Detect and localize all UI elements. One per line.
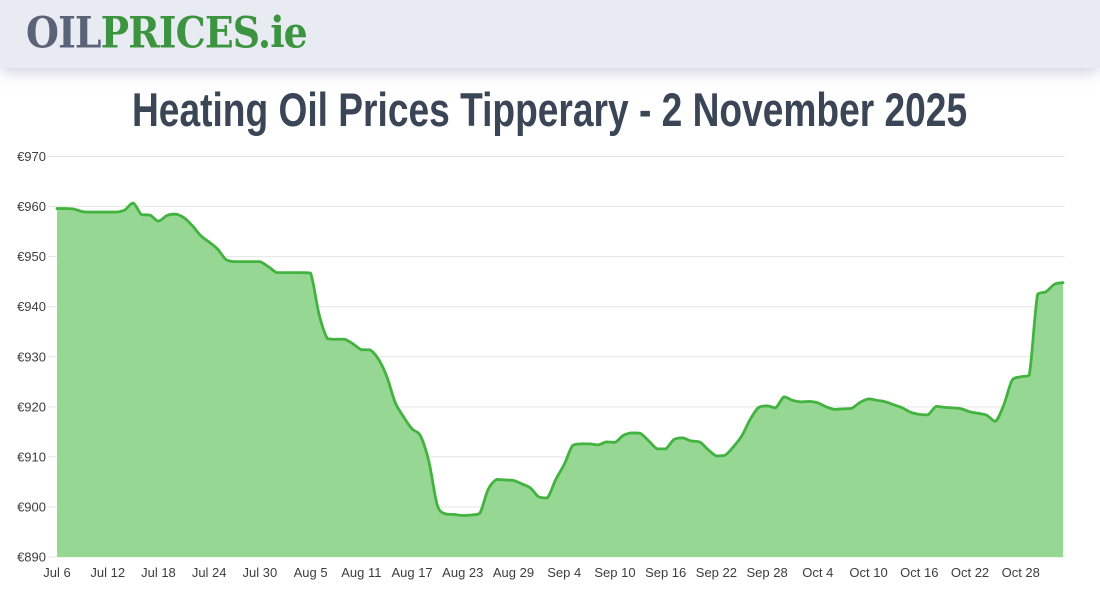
x-axis-label: Sep 22 [696,565,737,580]
logo-text-prices: PRICES [100,8,259,59]
site-header: OILPRICES.ie [0,0,1100,68]
y-axis-label: €910 [17,449,46,464]
title-bar: Heating Oil Prices Tipperary - 2 Novembe… [0,86,1100,133]
x-axis-label: Oct 10 [849,565,887,580]
x-axis-label: Aug 29 [493,565,534,580]
x-axis-label: Jul 30 [243,565,278,580]
x-axis-label: Oct 4 [802,565,833,580]
y-axis-label: €930 [17,349,46,364]
y-axis-label: €970 [17,149,46,164]
x-axis-label: Oct 28 [1002,565,1040,580]
price-chart: €970 €960 €950 €940 €930 €920 €910 €900 €890 Jul … [0,145,1100,600]
x-axis-label: Jul 12 [90,565,125,580]
x-axis-label: Jul 6 [43,565,70,580]
y-axis-label: €940 [17,299,46,314]
x-axis-label: Jul 18 [141,565,176,580]
price-area [57,203,1063,558]
x-axis-label: Sep 10 [594,565,635,580]
logo-text-ie: .ie [257,8,308,59]
x-axis-label: Oct 16 [900,565,938,580]
area-chart-canvas: €970€960€950€940€930€920€910€900€890Jul … [17,149,1065,580]
logo-text-oil: OIL [26,8,102,59]
price-line [55,201,1065,517]
y-axis-label: €900 [17,499,46,514]
x-axis-label: Sep 4 [547,565,581,580]
x-axis-label: Jul 24 [192,565,227,580]
x-axis-label: Sep 28 [747,565,788,580]
x-axis-label: Aug 23 [442,565,483,580]
site-logo[interactable]: OILPRICES.ie [26,12,308,56]
y-axis-label: €890 [17,550,46,565]
y-axis-label: €960 [17,199,46,214]
x-axis-label: Oct 22 [951,565,989,580]
page-title: Heating Oil Prices Tipperary - 2 Novembe… [132,83,968,136]
x-axis-label: Sep 16 [645,565,686,580]
x-axis-label: Aug 17 [391,565,432,580]
y-axis-label: €920 [17,399,46,414]
x-axis-label: Aug 5 [294,565,328,580]
x-axis-label: Aug 11 [341,565,381,580]
y-axis-label: €950 [17,249,46,264]
